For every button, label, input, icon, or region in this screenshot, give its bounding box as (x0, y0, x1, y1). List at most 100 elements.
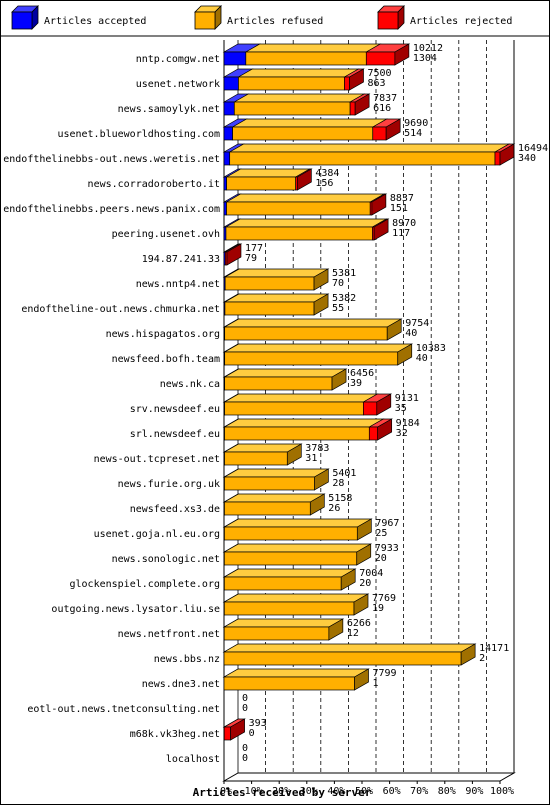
bar-refused-top (223, 468, 330, 478)
y-axis-label: 194.87.241.33 (142, 254, 220, 265)
legend-label: Articles accepted (44, 16, 146, 27)
value-label-total: 9184 (396, 418, 420, 429)
value-label-accepted: 26 (328, 503, 340, 514)
y-axis-label: news.netfront.net (118, 629, 220, 640)
bar-refused-top (223, 493, 326, 503)
value-label-accepted: 55 (332, 303, 344, 314)
bar-group (222, 293, 330, 316)
value-labels: 1021213047500863783761696905141649434043… (242, 43, 548, 764)
value-label-total: 5382 (332, 293, 356, 304)
bar-rejected-side (226, 243, 242, 266)
value-label-total: 9690 (404, 118, 428, 129)
y-axis-label: glockenspiel.complete.org (69, 579, 220, 590)
legend-label: Articles refused (227, 16, 323, 27)
bar-refused-top (231, 118, 389, 128)
value-label-accepted: 340 (518, 153, 536, 164)
bar-refused (226, 176, 297, 191)
bar-refused (223, 651, 462, 666)
legend-swatch (11, 11, 33, 30)
y-axis-label: newsfeed.xs3.de (130, 504, 220, 515)
y-axis-label: nntp.comgw.net (136, 54, 220, 65)
bar-refused-top (228, 143, 511, 153)
value-label-total: 0 (242, 693, 248, 704)
bar-refused-top (222, 593, 370, 603)
y-axis-label: newsfeed.bofh.team (112, 354, 220, 365)
bar-group (222, 218, 390, 241)
bars (222, 43, 516, 741)
bar-refused-top (223, 393, 379, 403)
bar-refused-side (397, 343, 413, 366)
bar-refused (224, 476, 315, 491)
bar-rejected (349, 101, 356, 116)
bar-group (222, 593, 370, 616)
bar-rejected-side (349, 68, 364, 91)
bar-refused-side (354, 668, 369, 691)
value-label-total: 5401 (332, 468, 356, 479)
bar-refused-side (313, 268, 329, 291)
x-tick-label: 60% (383, 786, 401, 797)
bar-refused (232, 126, 374, 141)
bar-refused-top (223, 293, 330, 303)
bar-refused (224, 276, 315, 291)
bar-refused-side (313, 293, 329, 316)
value-label-accepted: 25 (375, 528, 387, 539)
bar-group (222, 93, 371, 116)
bar-accepted (223, 201, 227, 216)
bar-rejected (368, 426, 379, 441)
bar-refused (223, 576, 342, 591)
y-axis-label: endofthelinebbs-out.news.weretis.net (3, 154, 220, 165)
bar-rejected-side (354, 93, 370, 116)
bar-refused-top (222, 668, 370, 678)
bar-refused (225, 226, 373, 241)
bar-accepted (223, 51, 247, 66)
value-label-accepted: 20 (359, 578, 371, 589)
bar-group (222, 493, 326, 516)
bar-rejected-side (376, 393, 392, 416)
y-axis-label: news.nntp4.net (136, 279, 220, 290)
bar-refused (245, 51, 367, 66)
bar-rejected-side (385, 118, 401, 141)
value-label-total: 8837 (390, 193, 414, 204)
bar-refused-top (224, 218, 388, 228)
y-axis-label: endoftheline-out.news.chmurka.net (21, 304, 220, 315)
bar-rejected-side (297, 168, 312, 191)
y-axis-label: endofthelinebbs.peers.news.panix.com (3, 204, 220, 215)
bar-refused-side (328, 618, 344, 641)
bar-group (222, 368, 348, 391)
x-axis-title: Articles received by server (193, 786, 372, 799)
bar-refused (224, 526, 358, 541)
bar-group (222, 43, 411, 66)
bar-refused-top (225, 193, 386, 203)
value-label-total: 177 (245, 243, 263, 254)
x-tick-label: 70% (410, 786, 428, 797)
bar-refused-top (223, 268, 330, 278)
value-label-total: 7769 (372, 593, 396, 604)
y-axis-label: srl.newsdeef.eu (130, 429, 220, 440)
bar-accepted (223, 126, 233, 141)
y-axis-label: srv.newsdeef.eu (130, 404, 220, 415)
bar-refused (223, 626, 330, 641)
value-label-accepted: 151 (390, 203, 408, 214)
x-axis-floor (222, 772, 516, 782)
bar-accepted (223, 176, 227, 191)
value-label-accepted: 35 (395, 403, 407, 414)
legend-swatch (377, 11, 399, 30)
value-label-accepted: 514 (404, 128, 422, 139)
value-label-total: 10383 (416, 343, 446, 354)
x-tick-label: 0% (220, 786, 232, 797)
bar-rejected (223, 726, 231, 741)
bar-group (222, 618, 345, 641)
bar-refused-top (237, 68, 360, 78)
bar-group (222, 518, 373, 541)
bar-refused-top (222, 618, 345, 628)
bar-refused-side (340, 568, 356, 591)
value-label-accepted: 19 (372, 603, 384, 614)
value-label-accepted: 1304 (413, 53, 437, 64)
value-label-accepted: 863 (368, 78, 386, 89)
value-label-accepted: 2 (479, 653, 485, 664)
value-label-total: 7933 (375, 543, 399, 554)
bar-refused-top (222, 643, 477, 653)
bar-rejected (494, 151, 501, 166)
bar-refused (238, 76, 345, 91)
bar-group (222, 168, 313, 191)
